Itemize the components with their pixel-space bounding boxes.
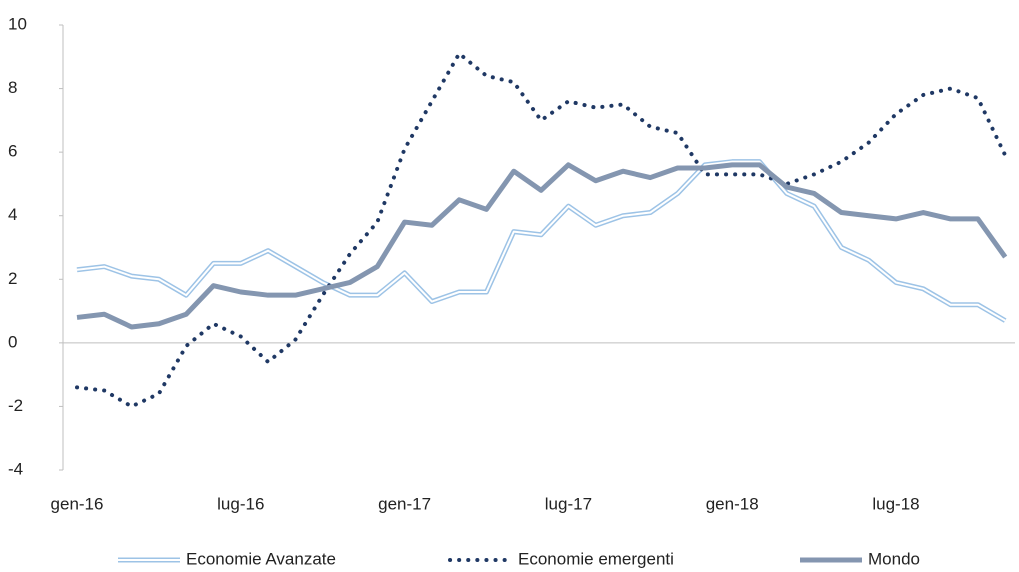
y-tick-label: 2: [8, 269, 17, 288]
series-line-inner: [76, 160, 1006, 322]
y-tick-label: -4: [8, 459, 23, 478]
series-line: [76, 159, 1007, 323]
y-tick-label: 8: [8, 78, 17, 97]
y-tick-label: 10: [8, 14, 27, 33]
series-line: [76, 162, 1008, 330]
series-line: [75, 51, 1008, 409]
x-tick-label: lug-17: [545, 494, 592, 513]
y-tick-label: 0: [8, 332, 17, 351]
x-tick-label: gen-16: [51, 494, 104, 513]
y-tick-label: -2: [8, 396, 23, 415]
x-tick-label: gen-17: [378, 494, 431, 513]
x-tick-label: lug-16: [217, 494, 264, 513]
legend-label: Economie Avanzate: [186, 549, 336, 568]
x-tick-label: gen-18: [706, 494, 759, 513]
legend-label: Mondo: [868, 549, 920, 568]
x-tick-label: lug-18: [872, 494, 919, 513]
legend-label: Economie emergenti: [518, 549, 674, 568]
y-tick-label: 6: [8, 142, 17, 161]
y-tick-label: 4: [8, 205, 17, 224]
